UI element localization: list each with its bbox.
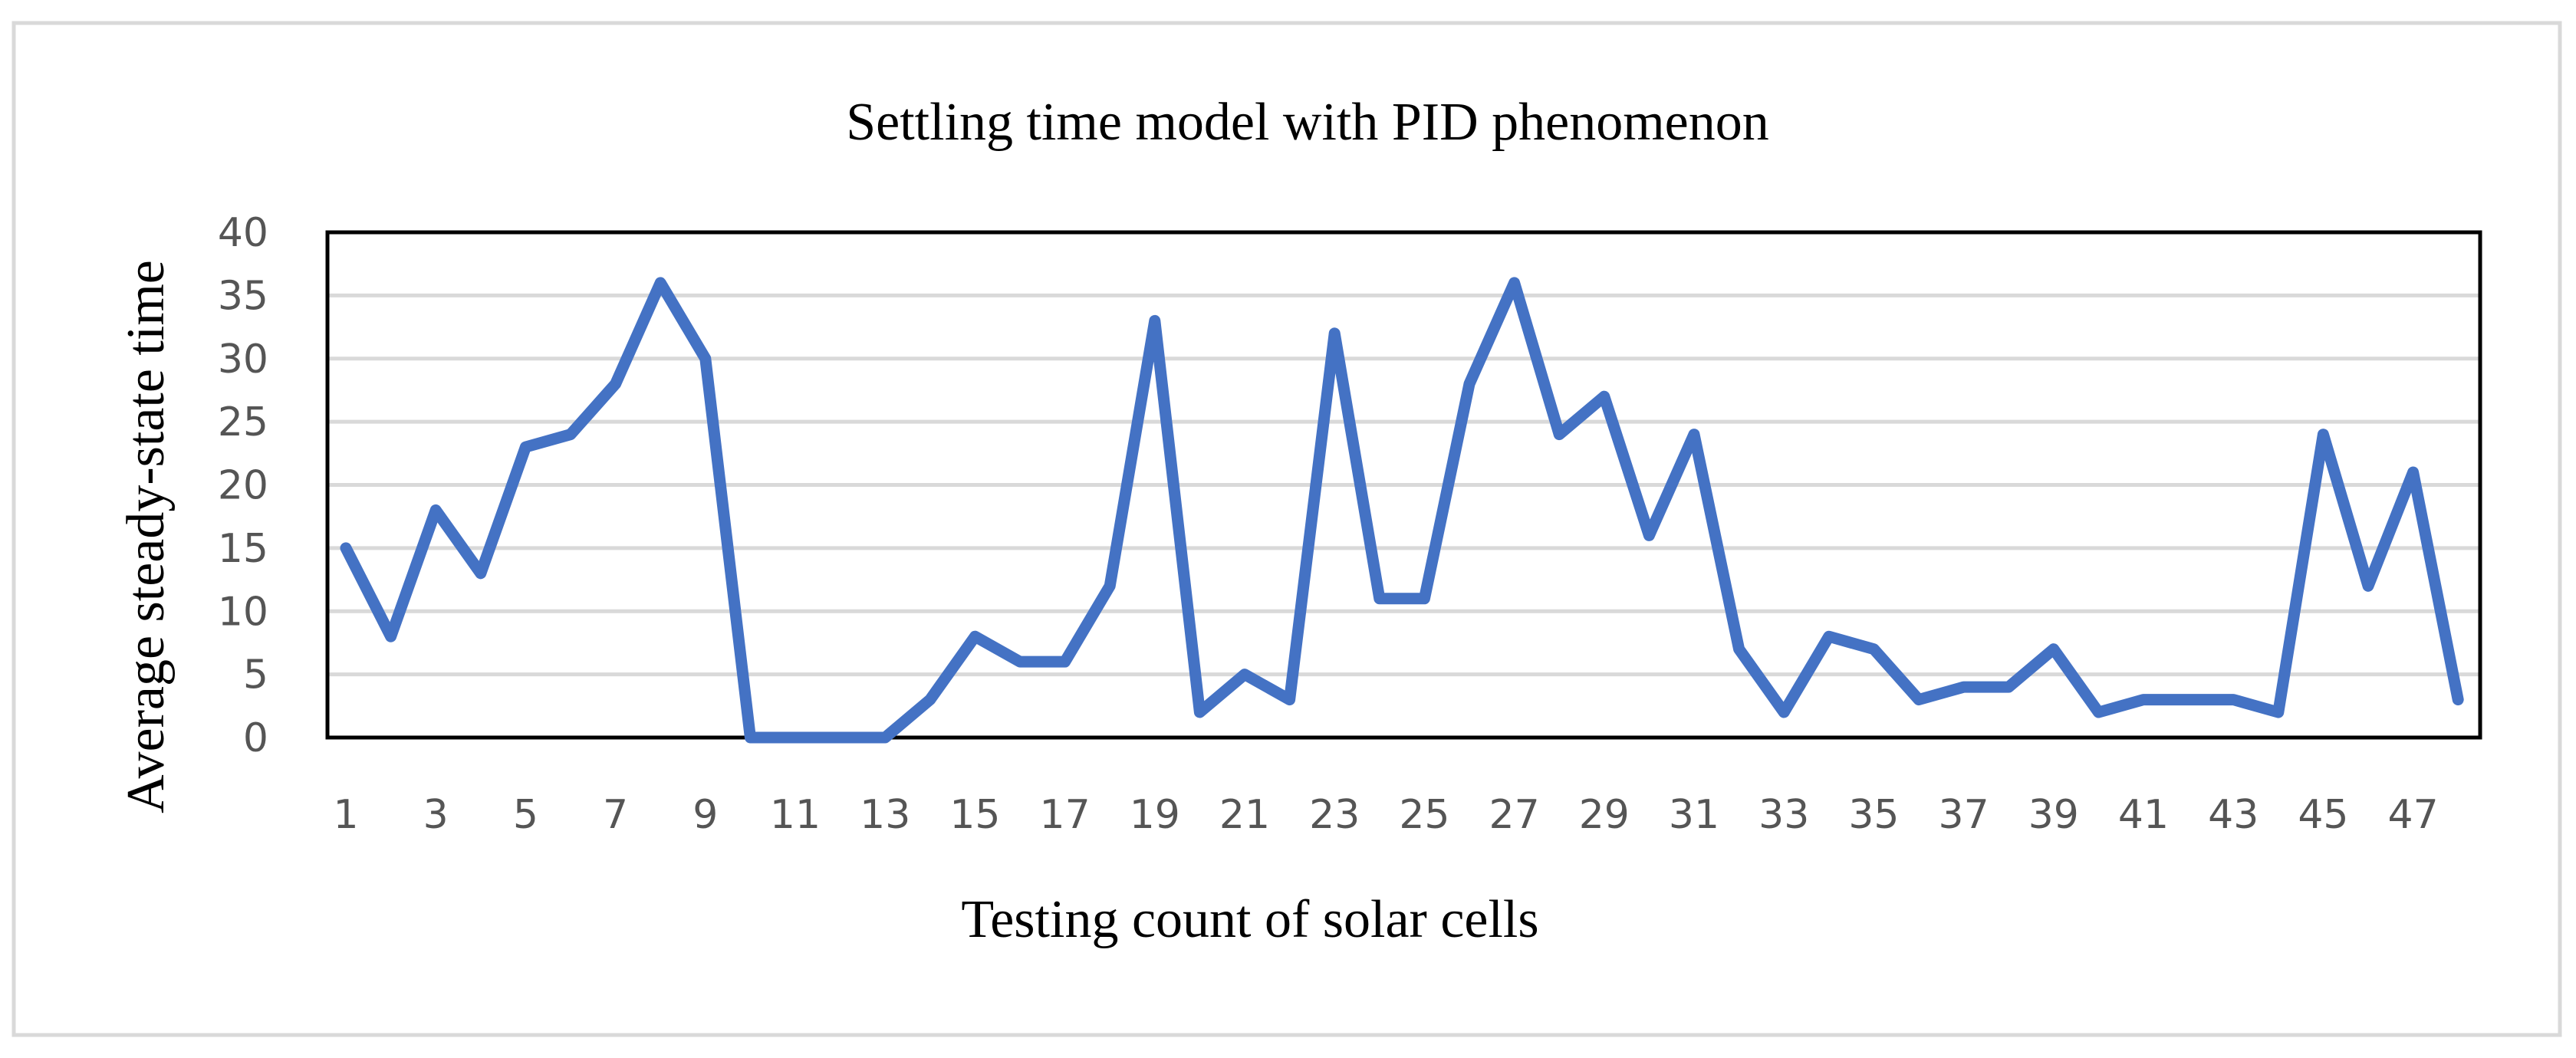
x-tick-label: 47 xyxy=(2388,792,2439,838)
chart-outer-border xyxy=(12,21,2562,1037)
data-point xyxy=(1554,429,1564,440)
x-tick-label: 5 xyxy=(513,792,538,838)
x-tick-label: 43 xyxy=(2208,792,2259,838)
data-point xyxy=(1464,379,1475,389)
x-tick-label: 39 xyxy=(2028,792,2079,838)
data-point xyxy=(1509,278,1520,288)
data-point xyxy=(1374,593,1385,604)
x-tick-label: 33 xyxy=(1758,792,1809,838)
data-point xyxy=(1194,707,1205,718)
x-tick-label: 35 xyxy=(1848,792,1899,838)
data-point xyxy=(386,631,396,642)
data-point xyxy=(2453,695,2463,705)
data-point xyxy=(2318,429,2328,440)
data-point xyxy=(2273,707,2284,718)
y-tick-label: 30 xyxy=(218,337,268,383)
data-point xyxy=(1419,593,1429,604)
data-point xyxy=(1734,644,1745,655)
data-point xyxy=(1778,707,1789,718)
plot-area-border xyxy=(325,230,2482,740)
y-tick-label: 10 xyxy=(218,589,268,635)
data-point xyxy=(2138,695,2149,705)
y-tick-label: 40 xyxy=(218,210,268,256)
data-point xyxy=(2183,695,2194,705)
data-point xyxy=(1015,656,1025,667)
data-point xyxy=(1329,328,1340,339)
data-point xyxy=(700,353,711,364)
y-tick-label: 15 xyxy=(218,526,268,572)
x-tick-label: 13 xyxy=(860,792,910,838)
data-point xyxy=(1913,695,1924,705)
data-point xyxy=(610,379,621,389)
data-point xyxy=(2228,695,2239,705)
x-tick-label: 37 xyxy=(1939,792,1989,838)
series-group xyxy=(340,277,2464,744)
x-tick-label: 7 xyxy=(603,792,628,838)
x-tick-label: 3 xyxy=(423,792,449,838)
chart-title: Settling time model with PID phenomenon xyxy=(846,93,1769,152)
x-tick-label: 31 xyxy=(1669,792,1719,838)
y-axis-ticks: 0 5 10 15 20 25 30 35 40 xyxy=(218,210,268,761)
x-tick-label: 23 xyxy=(1309,792,1360,838)
data-point xyxy=(2363,580,2374,591)
data-point xyxy=(1599,391,1610,402)
data-point xyxy=(2408,467,2419,478)
data-point xyxy=(655,278,666,288)
data-point xyxy=(1868,644,1879,655)
x-tick-label: 45 xyxy=(2298,792,2348,838)
y-tick-label: 0 xyxy=(243,715,268,761)
x-tick-label: 19 xyxy=(1130,792,1180,838)
x-tick-label: 15 xyxy=(949,792,1000,838)
x-tick-label: 21 xyxy=(1219,792,1270,838)
data-point xyxy=(430,504,441,515)
data-point xyxy=(520,442,531,452)
x-axis-label: Testing count of solar cells xyxy=(961,890,1538,949)
y-tick-label: 25 xyxy=(218,399,268,445)
gridlines xyxy=(327,293,2480,677)
data-point xyxy=(835,732,846,743)
data-point xyxy=(925,695,936,705)
data-point xyxy=(1689,429,1699,440)
data-point xyxy=(1150,315,1160,326)
data-point xyxy=(1643,530,1654,540)
y-axis-label: Average steady-state time xyxy=(117,260,176,813)
x-tick-label: 11 xyxy=(770,792,821,838)
x-tick-label: 27 xyxy=(1489,792,1540,838)
series-line-1 xyxy=(340,277,2464,744)
x-tick-label: 17 xyxy=(1040,792,1091,838)
x-tick-label: 41 xyxy=(2118,792,2169,838)
x-axis-ticks: 1 3 5 7 9 11 13 15 17 19 21 23 25 27 29 31 33 35 37 39 41 43 4… xyxy=(333,792,2438,838)
data-point xyxy=(2048,644,2059,655)
x-tick-label: 25 xyxy=(1399,792,1449,838)
data-point xyxy=(745,732,755,743)
data-point xyxy=(2093,707,2104,718)
y-tick-label: 35 xyxy=(218,273,268,319)
data-point xyxy=(1239,669,1250,680)
data-point xyxy=(790,732,801,743)
data-point xyxy=(1060,656,1071,667)
data-point xyxy=(969,631,980,642)
data-point xyxy=(475,568,486,579)
data-point xyxy=(1104,580,1115,591)
x-tick-label: 9 xyxy=(693,792,718,838)
y-tick-label: 20 xyxy=(218,463,268,509)
data-point xyxy=(1959,682,1969,692)
data-point xyxy=(341,543,351,554)
data-point xyxy=(2003,682,2014,692)
data-point xyxy=(1824,631,1834,642)
data-point xyxy=(565,429,576,440)
data-point xyxy=(1285,695,1295,705)
x-tick-label: 1 xyxy=(333,792,358,838)
y-tick-label: 5 xyxy=(243,652,268,698)
data-point xyxy=(880,732,890,743)
x-tick-label: 29 xyxy=(1579,792,1630,838)
